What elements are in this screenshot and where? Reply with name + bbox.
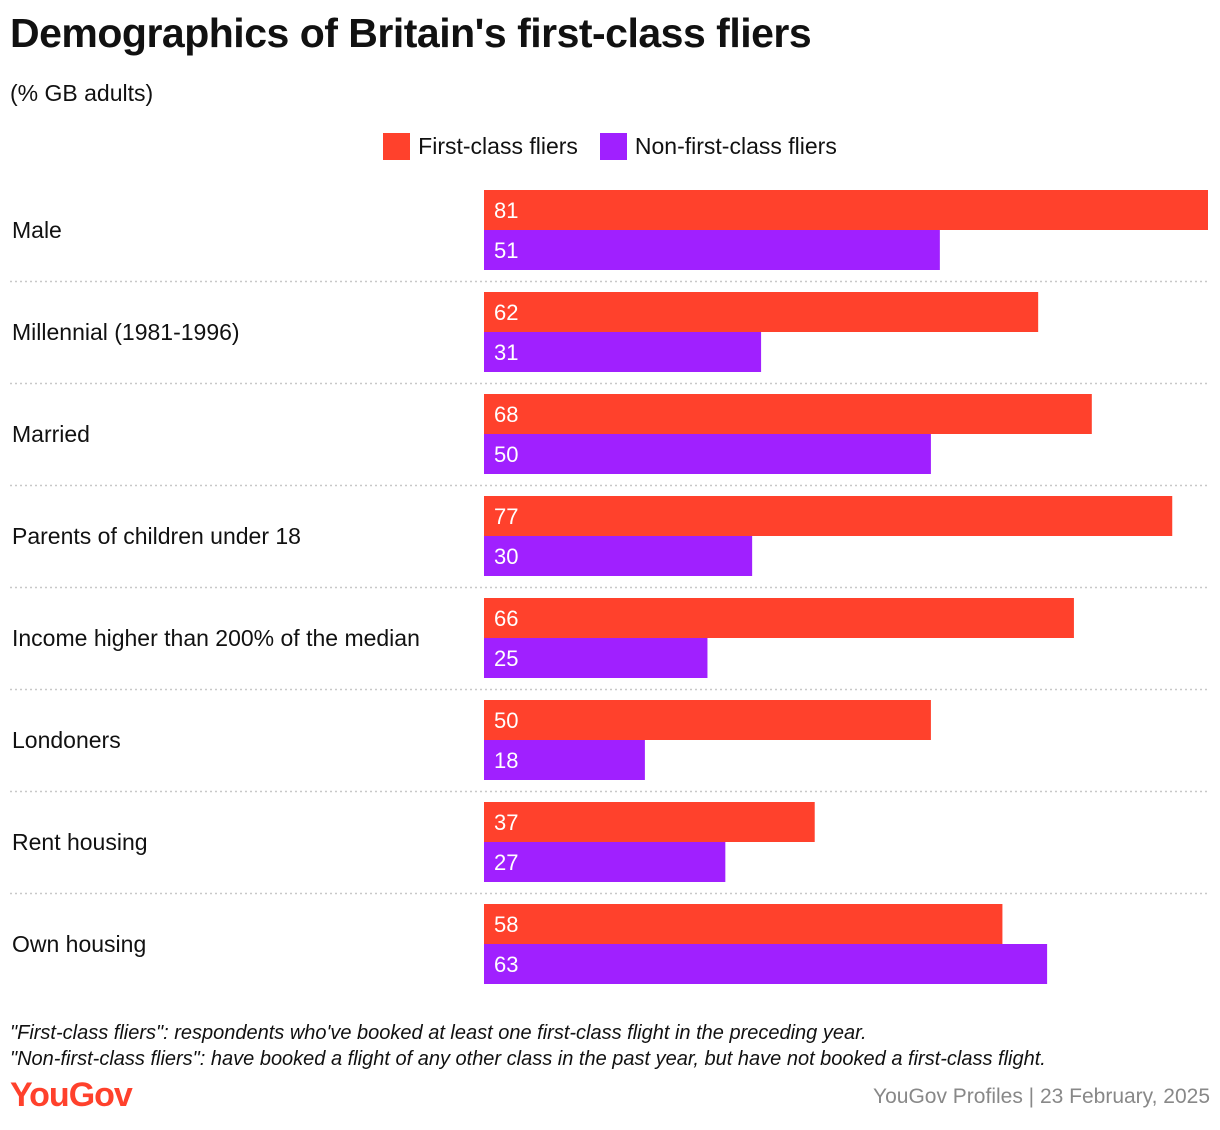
bar — [484, 292, 1039, 332]
category-label: Male — [12, 217, 62, 243]
bar-value-label: 50 — [494, 442, 518, 467]
bar — [484, 904, 1003, 944]
bar-value-label: 66 — [494, 606, 518, 631]
bar — [484, 496, 1173, 536]
bar-value-label: 31 — [494, 340, 518, 365]
category-label: Parents of children under 18 — [12, 523, 301, 549]
bar — [484, 332, 762, 372]
bar — [484, 842, 726, 882]
category-label: Londoners — [12, 727, 121, 753]
bar — [484, 638, 708, 678]
legend-label-non-first-class: Non-first-class fliers — [634, 133, 837, 159]
bar — [484, 434, 931, 474]
legend-item-non-first-class: Non-first-class fliers — [599, 133, 837, 160]
bar-value-label: 62 — [494, 300, 518, 325]
bar — [484, 230, 940, 270]
bar-value-label: 51 — [494, 238, 518, 263]
bar-value-label: 63 — [494, 952, 518, 977]
bar-chart: Male 81 51 Millennial (1981-1996) 62 31 Marrie… — [10, 190, 1208, 984]
legend-item-first-class: First-class fliers — [383, 133, 578, 160]
bar-value-label: 27 — [494, 850, 518, 875]
legend-swatch-first-class — [383, 133, 411, 160]
bar-value-label: 50 — [494, 708, 518, 733]
chart-title: Demographics of Britain's first-class fl… — [10, 10, 812, 56]
bar-value-label: 77 — [494, 504, 518, 529]
bar-value-label: 58 — [494, 912, 518, 937]
footnote-line-non-first-class: "Non-first-class fliers": have booked a … — [10, 1048, 1046, 1070]
bar-value-label: 37 — [494, 810, 518, 835]
legend: First-class fliers Non-first-class flier… — [0, 133, 1220, 160]
bar — [484, 190, 1208, 230]
bar — [484, 536, 753, 576]
bar — [484, 394, 1092, 434]
bar — [484, 740, 645, 780]
bar — [484, 598, 1074, 638]
footnote: "First-class fliers": respondents who've… — [10, 1020, 1046, 1072]
source-credit: YouGov Profiles | 23 February, 2025 — [873, 1085, 1210, 1108]
category-label: Millennial (1981-1996) — [12, 319, 240, 345]
bar-value-label: 18 — [494, 748, 518, 773]
category-label: Married — [12, 421, 90, 447]
legend-label-first-class: First-class fliers — [418, 133, 578, 159]
bar-value-label: 81 — [494, 198, 518, 223]
legend-swatch-non-first-class — [599, 133, 627, 160]
chart-subtitle: (% GB adults) — [10, 80, 154, 106]
bar — [484, 802, 815, 842]
category-label: Income higher than 200% of the median — [12, 625, 420, 651]
footnote-line-first-class: "First-class fliers": respondents who've… — [10, 1022, 867, 1044]
bar-value-label: 68 — [494, 402, 518, 427]
yougov-logo: YouGov — [10, 1076, 133, 1114]
bar-value-label: 25 — [494, 646, 518, 671]
category-label: Own housing — [12, 931, 146, 957]
category-label: Rent housing — [12, 829, 148, 855]
bar — [484, 944, 1048, 984]
bar — [484, 700, 931, 740]
bar-value-label: 30 — [494, 544, 518, 569]
